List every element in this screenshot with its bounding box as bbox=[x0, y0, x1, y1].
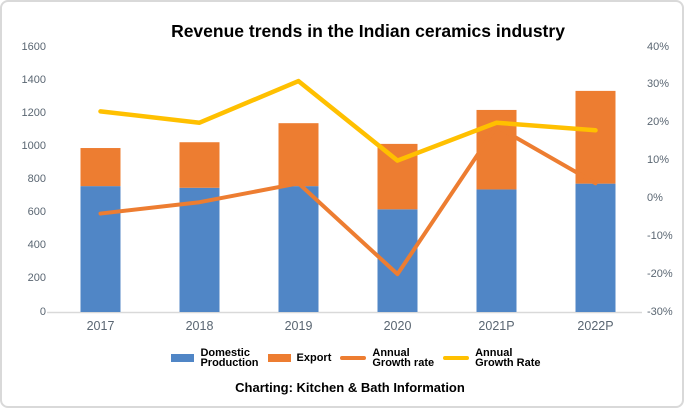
bar-export-2019 bbox=[278, 123, 319, 187]
right-axis-tick-10%: 10% bbox=[647, 154, 670, 167]
legend-item-annual-growth-rate: Annual Growth rate bbox=[340, 347, 435, 369]
left-axis-tick-0: 0 bbox=[39, 305, 46, 318]
x-axis-label-2020: 2020 bbox=[383, 319, 412, 333]
right-axis-tick--30%: -30% bbox=[647, 305, 673, 318]
bar-domestic-production-2018 bbox=[179, 187, 220, 312]
x-axis-label-2021P: 2021P bbox=[478, 319, 515, 333]
chart-legend: Domestic Production Export Annual Growth rat… bbox=[30, 347, 682, 369]
bar-domestic-production-2022P bbox=[575, 183, 616, 312]
chart-caption: Charting: Kitchen & Bath Information bbox=[235, 380, 465, 395]
bar-domestic-production-2019 bbox=[278, 186, 319, 312]
right-axis-tick--20%: -20% bbox=[647, 267, 673, 280]
legend-item-export: Export bbox=[267, 352, 332, 364]
growth-rate-line bbox=[98, 124, 598, 277]
right-axis-tick-30%: 30% bbox=[647, 78, 670, 91]
left-axis-tick-1400: 1400 bbox=[21, 73, 46, 86]
right-axis-tick-40%: 40% bbox=[647, 40, 670, 53]
left-axis-tick-800: 800 bbox=[27, 173, 46, 185]
x-axis-label-2017: 2017 bbox=[86, 319, 115, 333]
legend-swatch-annual-growth-rate bbox=[443, 356, 470, 360]
legend-label-domestic-production: Domestic Production bbox=[200, 347, 259, 369]
legend-item-annual-growth-rate: Annual Growth Rate bbox=[443, 347, 541, 369]
x-axis-label-2019: 2019 bbox=[284, 319, 313, 333]
legend-swatch-domestic-production bbox=[171, 354, 195, 362]
legend-swatch-annual-growth-rate bbox=[340, 356, 367, 360]
legend-label-annual-growth-rate: Annual Growth Rate bbox=[475, 347, 541, 369]
chart-title: Revenue trends in the Indian ceramics in… bbox=[171, 21, 565, 41]
left-axis-tick-200: 200 bbox=[27, 272, 46, 285]
right-axis-tick-20%: 20% bbox=[647, 116, 670, 129]
bar-domestic-production-2021P bbox=[476, 189, 517, 312]
left-axis-tick-1600: 1600 bbox=[21, 40, 46, 53]
bar-export-2017 bbox=[80, 148, 121, 187]
legend-label-annual-growth-rate: Annual Growth rate bbox=[372, 347, 435, 369]
bar-domestic-production-2017 bbox=[80, 186, 121, 312]
legend-label-export: Export bbox=[296, 352, 332, 364]
right-axis-tick-0%: 0% bbox=[647, 191, 663, 204]
left-axis-tick-1200: 1200 bbox=[21, 106, 46, 119]
left-axis-tick-600: 600 bbox=[27, 206, 46, 219]
legend-swatch-export bbox=[267, 354, 291, 362]
left-axis-tick-1000: 1000 bbox=[21, 139, 46, 152]
bar-export-2022P bbox=[575, 90, 616, 184]
x-axis-label-2022P: 2022P bbox=[577, 319, 614, 333]
right-axis-tick--10%: -10% bbox=[647, 229, 673, 242]
x-axis-label-2018: 2018 bbox=[185, 319, 214, 333]
legend-item-domestic-production: Domestic Production bbox=[171, 347, 259, 369]
growth-rate-line-2 bbox=[98, 78, 598, 163]
left-axis-tick-400: 400 bbox=[27, 239, 46, 252]
bar-export-2018 bbox=[179, 142, 220, 188]
